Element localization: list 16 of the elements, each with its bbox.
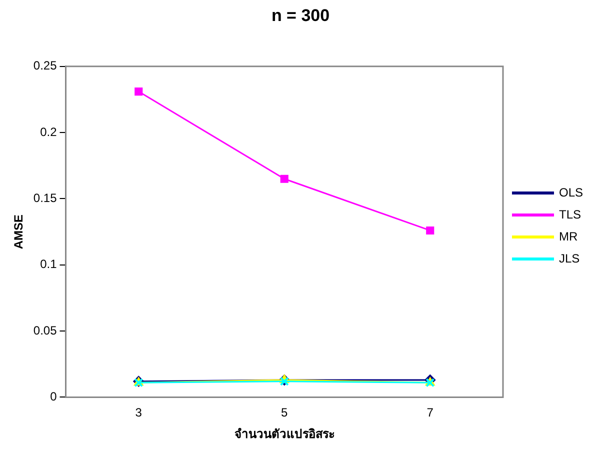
x-tick-label: 3 xyxy=(135,406,142,420)
legend-label: TLS xyxy=(558,207,582,222)
y-tick-label: 0.05 xyxy=(33,323,58,338)
legend-label: OLS xyxy=(558,185,584,200)
x-tick-label: 5 xyxy=(281,406,288,420)
legend-label: JLS xyxy=(558,251,580,266)
y-tick-label: 0.15 xyxy=(33,191,58,206)
x-tick-label: 7 xyxy=(426,406,434,420)
y-tick-label: 0 xyxy=(50,390,58,404)
y-tick-label: 0.2 xyxy=(40,124,58,139)
chart-title: n = 300 xyxy=(271,6,330,25)
y-tick-label: 0.1 xyxy=(40,257,58,272)
y-axis-title: AMSE xyxy=(12,214,26,250)
y-tick-label: 0.25 xyxy=(33,58,58,73)
x-axis-title: จำนวนตัวแปรอิสระ xyxy=(234,426,334,441)
legend-label: MR xyxy=(558,229,578,244)
